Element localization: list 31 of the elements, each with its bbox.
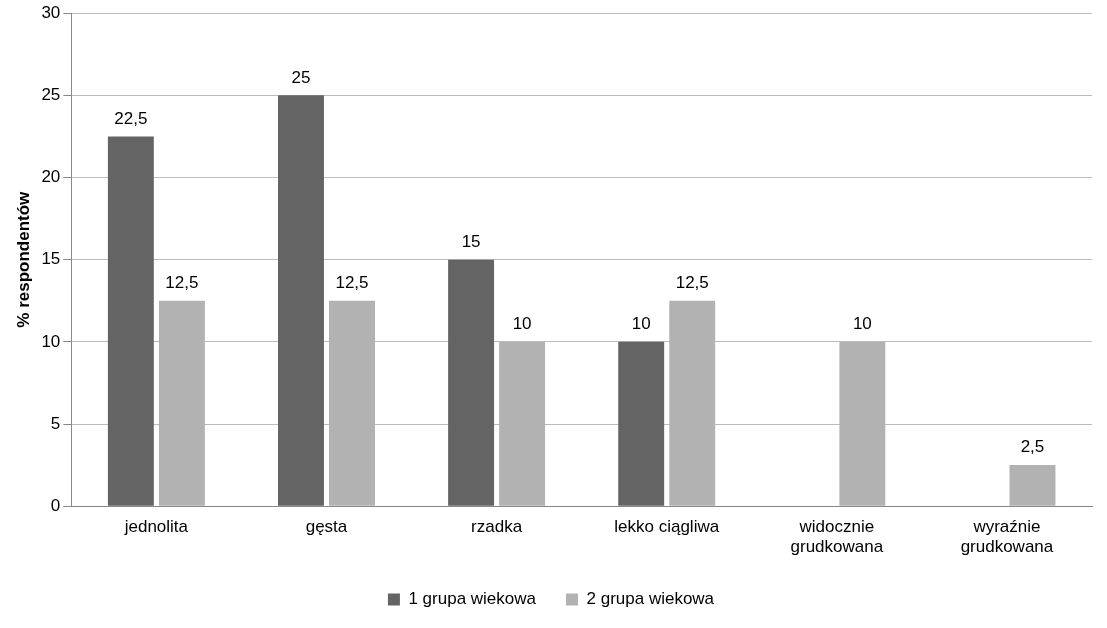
x-tick-label: widocznie grudkowana: [790, 517, 884, 557]
y-tick-label: 10: [41, 331, 61, 351]
y-tick-label: 30: [41, 2, 61, 22]
bar: [278, 95, 324, 506]
bar: [618, 341, 665, 506]
y-tick-label: 25: [41, 85, 61, 105]
bar: [107, 136, 154, 506]
legend-label: 1 grupa wiekowa: [408, 589, 537, 609]
data-label: 25: [291, 67, 311, 87]
y-tick-label: 20: [41, 167, 61, 187]
x-tick-label: wyraźnie grudkowana: [960, 517, 1054, 557]
data-label: 2,5: [1020, 437, 1045, 457]
data-label: 12,5: [335, 272, 369, 292]
bar: [448, 259, 495, 506]
data-label: 12,5: [675, 272, 709, 292]
x-tick-label: lekko ciągliwa: [614, 517, 720, 537]
legend-label: 2 grupa wiekowa: [586, 589, 715, 609]
y-tick-label: 5: [50, 413, 61, 433]
y-axis-title: % respondentów: [13, 190, 33, 328]
data-label: 10: [852, 314, 872, 334]
data-label: 15: [461, 231, 481, 251]
x-tick-label: gęsta: [305, 517, 348, 537]
data-label: 10: [512, 314, 532, 334]
data-label: 12,5: [165, 272, 199, 292]
y-tick-label: 0: [50, 495, 61, 515]
x-tick-label: rzadka: [471, 517, 523, 537]
data-label: 10: [631, 314, 651, 334]
y-tick-label: 15: [41, 249, 61, 269]
bar: [1009, 465, 1056, 506]
data-label: 22,5: [114, 108, 148, 128]
x-tick-label: jednolita: [123, 517, 189, 537]
